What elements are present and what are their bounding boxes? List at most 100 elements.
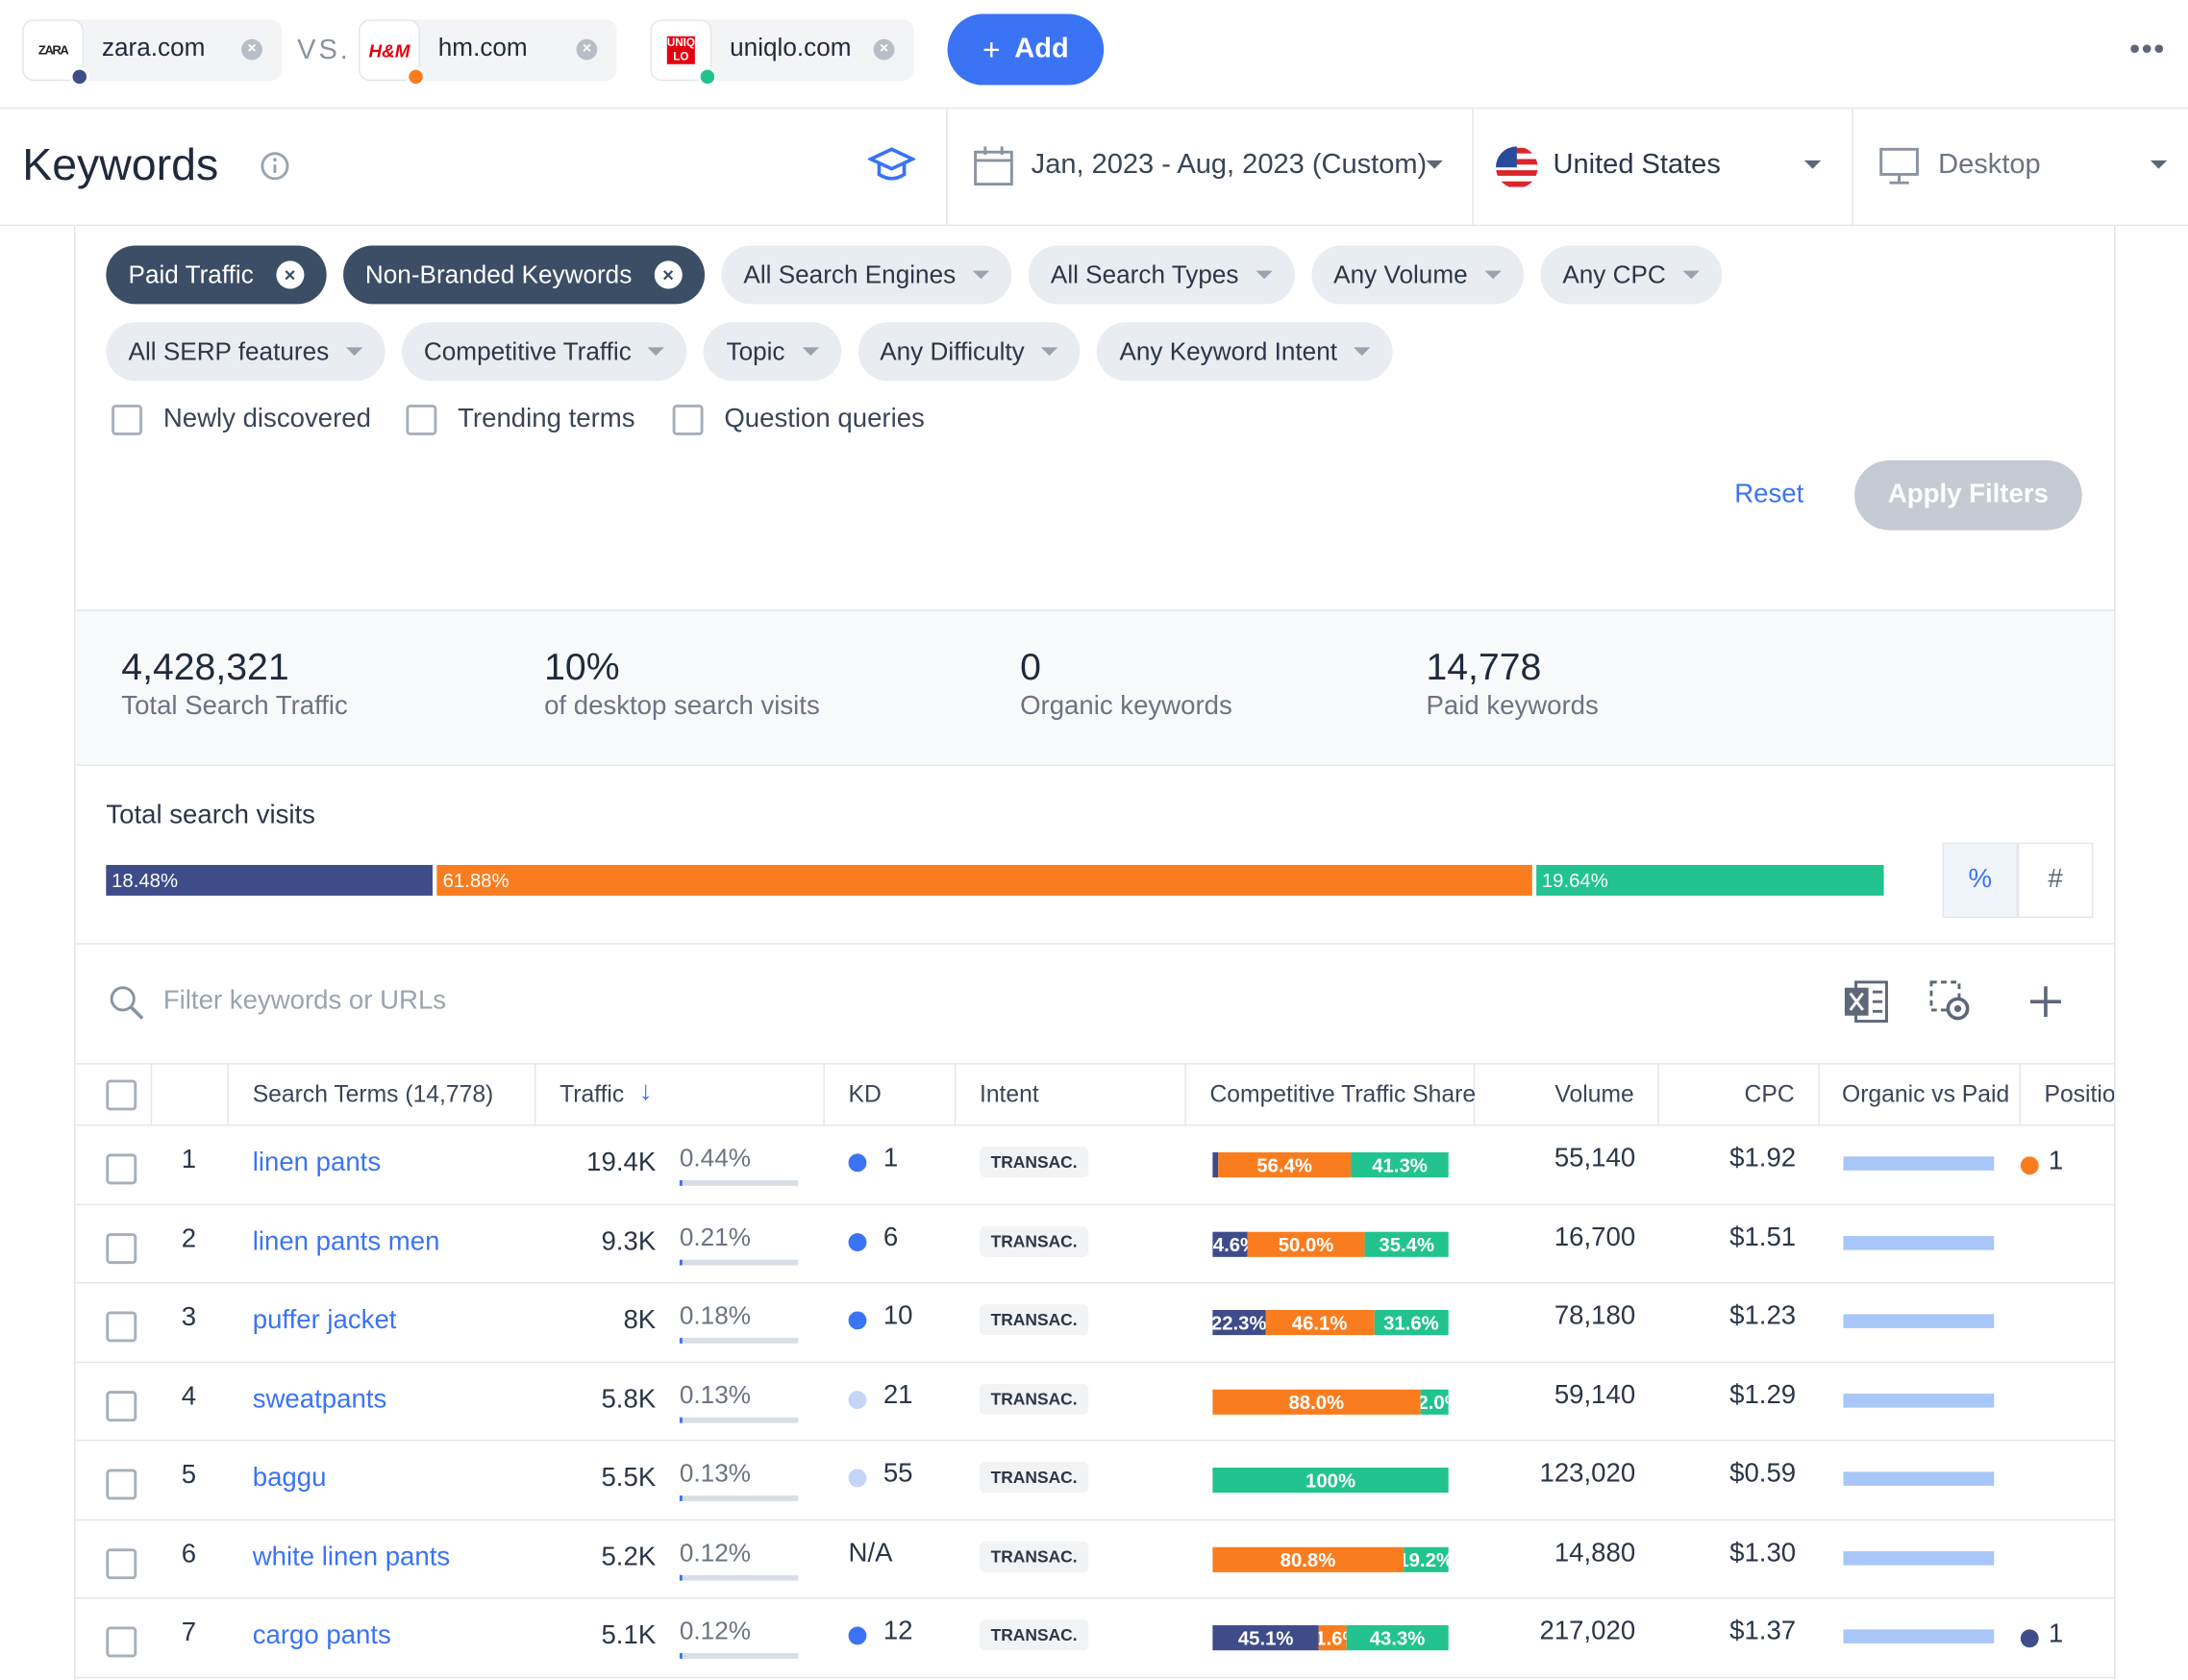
- filter-dropdown[interactable]: All Search Types: [1028, 245, 1295, 305]
- column-header[interactable]: Search Terms (14,778): [252, 1080, 494, 1108]
- search-term[interactable]: white linen pants: [252, 1542, 451, 1572]
- position-dot: [2020, 1156, 2039, 1175]
- stat-label: Total Search Traffic: [121, 691, 348, 722]
- search-term[interactable]: sweatpants: [252, 1384, 387, 1415]
- checkbox[interactable]: [106, 1626, 137, 1658]
- share-segment: 12.0%: [1420, 1388, 1449, 1415]
- volume: 78,180: [1554, 1301, 1636, 1331]
- reset-link[interactable]: Reset: [1734, 480, 1804, 509]
- kd: 1: [883, 1144, 899, 1174]
- checkbox[interactable]: [106, 1469, 137, 1500]
- unit-toggle[interactable]: %: [1942, 842, 2018, 919]
- filter-dropdown[interactable]: Any Volume: [1310, 245, 1524, 305]
- column-header[interactable]: KD: [848, 1080, 882, 1108]
- active-filter[interactable]: Non-Branded Keywords ×: [342, 245, 705, 305]
- toggle-label: %: [1968, 864, 1992, 895]
- settings-icon[interactable]: [1927, 978, 1975, 1025]
- device[interactable]: Desktop: [1938, 149, 2041, 181]
- checkbox-label[interactable]: Trending terms: [458, 404, 635, 434]
- segment-label: 19.2%: [1404, 1547, 1449, 1570]
- filter-label: All SERP features: [128, 336, 330, 365]
- logo-text: ZARA: [37, 42, 69, 58]
- date-range[interactable]: Jan, 2023 - Aug, 2023 (Custom): [1031, 149, 1428, 181]
- cpc: $1.23: [1729, 1301, 1797, 1331]
- column-header[interactable]: Intent: [979, 1080, 1039, 1108]
- share-segment: 41.3%: [1351, 1151, 1449, 1178]
- info-icon[interactable]: [260, 151, 290, 182]
- country[interactable]: United States: [1553, 149, 1721, 181]
- add-column-icon[interactable]: [2026, 982, 2066, 1022]
- more-menu[interactable]: •••: [2129, 30, 2166, 66]
- apply-button[interactable]: Apply Filters: [1854, 460, 2082, 531]
- search-term[interactable]: puffer jacket: [252, 1305, 397, 1336]
- add-button[interactable]: + Add: [947, 13, 1105, 86]
- kd: 12: [883, 1617, 913, 1646]
- organic-paid-bar: [1843, 1550, 1995, 1565]
- filter-label: All Search Types: [1050, 259, 1239, 288]
- visits-segment: 19.64%: [1536, 864, 1884, 896]
- filter-dropdown[interactable]: Competitive Traffic: [401, 322, 687, 382]
- column-header[interactable]: Organic vs Paid: [1842, 1080, 2010, 1108]
- checkbox[interactable]: [106, 1153, 137, 1185]
- segment-label: 19.64%: [1541, 869, 1608, 892]
- filter-dropdown[interactable]: Topic: [704, 322, 841, 382]
- filter-label: Non-Branded Keywords: [364, 259, 633, 288]
- organic-paid-bar: [1843, 1471, 1995, 1486]
- share-segment: 100%: [1212, 1468, 1449, 1494]
- filter-dropdown[interactable]: Any Keyword Intent: [1097, 322, 1394, 382]
- checkbox[interactable]: [112, 404, 143, 435]
- rank: 6: [181, 1539, 197, 1569]
- column-header[interactable]: Position: [2044, 1080, 2114, 1108]
- remove-filter[interactable]: ×: [654, 260, 683, 289]
- top-bar: [0, 0, 2188, 110]
- filter-label: Any Difficulty: [880, 336, 1025, 365]
- filter-dropdown[interactable]: Any CPC: [1540, 245, 1722, 305]
- kd-dot: [848, 1626, 867, 1645]
- remove-filter[interactable]: ×: [275, 260, 305, 289]
- segment-label: 61.88%: [442, 869, 510, 892]
- kd: 10: [883, 1301, 913, 1331]
- segment-label: 80.8%: [1280, 1547, 1336, 1570]
- share-segment: 46.1%: [1265, 1309, 1375, 1336]
- checkbox[interactable]: [106, 1079, 137, 1111]
- caret: [1255, 270, 1273, 280]
- checkbox[interactable]: [106, 1547, 137, 1579]
- column-header[interactable]: Competitive Traffic Share: [1209, 1080, 1477, 1108]
- checkbox[interactable]: [106, 1390, 137, 1421]
- active-filter[interactable]: Paid Traffic ×: [106, 245, 327, 305]
- traffic: 9.3K: [601, 1226, 657, 1257]
- segment-label: 11.6%: [1319, 1626, 1346, 1649]
- checkbox[interactable]: [672, 404, 704, 435]
- organic-paid-bar: [1843, 1235, 1995, 1249]
- search-term[interactable]: linen pants men: [252, 1226, 440, 1257]
- search-term[interactable]: linen pants: [252, 1148, 382, 1178]
- search-term[interactable]: baggu: [252, 1463, 327, 1494]
- remove-site[interactable]: ×: [576, 38, 598, 61]
- checkbox-label[interactable]: Question queries: [724, 404, 925, 434]
- excel-icon[interactable]: [1842, 978, 1889, 1025]
- intent-tag: TRANSAC.: [979, 1304, 1089, 1336]
- checkbox-label[interactable]: Newly discovered: [162, 404, 371, 434]
- column-header[interactable]: Volume: [1554, 1080, 1634, 1108]
- remove-site[interactable]: ×: [241, 38, 262, 61]
- filter-dropdown[interactable]: All Search Engines: [721, 245, 1012, 305]
- checkbox[interactable]: [106, 1232, 137, 1264]
- filter-dropdown[interactable]: Any Difficulty: [857, 322, 1081, 382]
- remove-site[interactable]: ×: [873, 38, 895, 61]
- share-track: [679, 1417, 799, 1422]
- site-name: uniqlo.com: [730, 33, 852, 62]
- academy-icon[interactable]: [867, 145, 916, 187]
- search-placeholder[interactable]: Filter keywords or URLs: [162, 986, 447, 1016]
- segment-label: 31.6%: [1383, 1311, 1439, 1334]
- search-term[interactable]: cargo pants: [252, 1620, 391, 1651]
- checkbox[interactable]: [106, 1311, 137, 1343]
- unit-toggle[interactable]: #: [2017, 842, 2094, 919]
- table-header: [75, 1063, 2115, 1126]
- checkbox[interactable]: [406, 404, 437, 435]
- column-header[interactable]: Traffic: [559, 1080, 625, 1108]
- column-header[interactable]: CPC: [1744, 1080, 1795, 1108]
- filter-dropdown[interactable]: All SERP features: [106, 322, 385, 382]
- share-segment: 88.0%: [1212, 1388, 1421, 1415]
- caret: [1426, 160, 1443, 169]
